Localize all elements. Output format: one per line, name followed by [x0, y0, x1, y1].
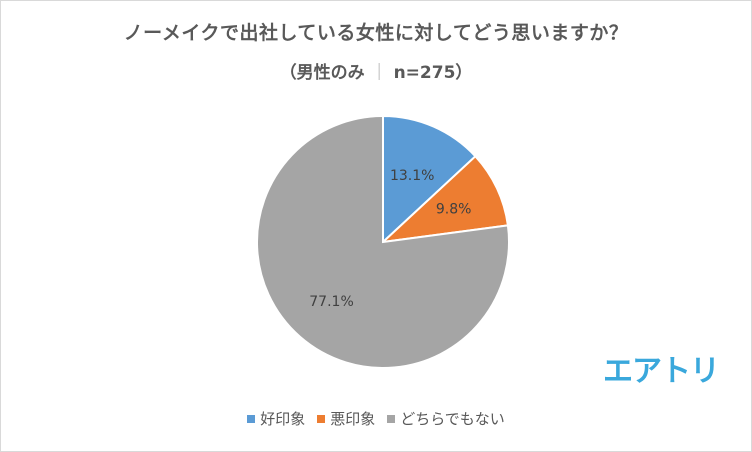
subtitle-separator: ｜	[370, 63, 388, 83]
legend-item-3: どちらでもない	[387, 408, 505, 429]
pie-slice-2	[380, 154, 510, 244]
subtitle-count: n=275）	[393, 63, 473, 83]
legend-label-3: どちらでもない	[400, 410, 505, 428]
pie-slice-3	[256, 114, 510, 369]
legend-item-1: 好印象	[247, 408, 305, 429]
pie-data-label-2: 9.8%	[436, 202, 472, 218]
chart-title: ノーメイクで出社している女性に対してどう思いますか？	[123, 22, 629, 44]
chart-subtitle: （男性のみ｜ n=275）	[0, 58, 752, 83]
pie-slice-1	[382, 114, 477, 245]
brand-logo: エアトリ	[603, 354, 720, 389]
legend-swatch-1	[247, 414, 256, 423]
pie-data-label-1: 13.1%	[390, 168, 434, 184]
legend-swatch-2	[317, 414, 326, 423]
legend-label-1: 好印象	[260, 410, 306, 428]
subtitle-group: （男性のみ	[279, 63, 365, 83]
pie-data-label-3: 77.1%	[309, 294, 353, 310]
legend-label-2: 悪印象	[330, 410, 376, 428]
chart-legend: 好印象 悪印象 どちらでもない	[0, 408, 752, 429]
legend-swatch-3	[387, 414, 396, 423]
legend-item-2: 悪印象	[317, 408, 375, 429]
